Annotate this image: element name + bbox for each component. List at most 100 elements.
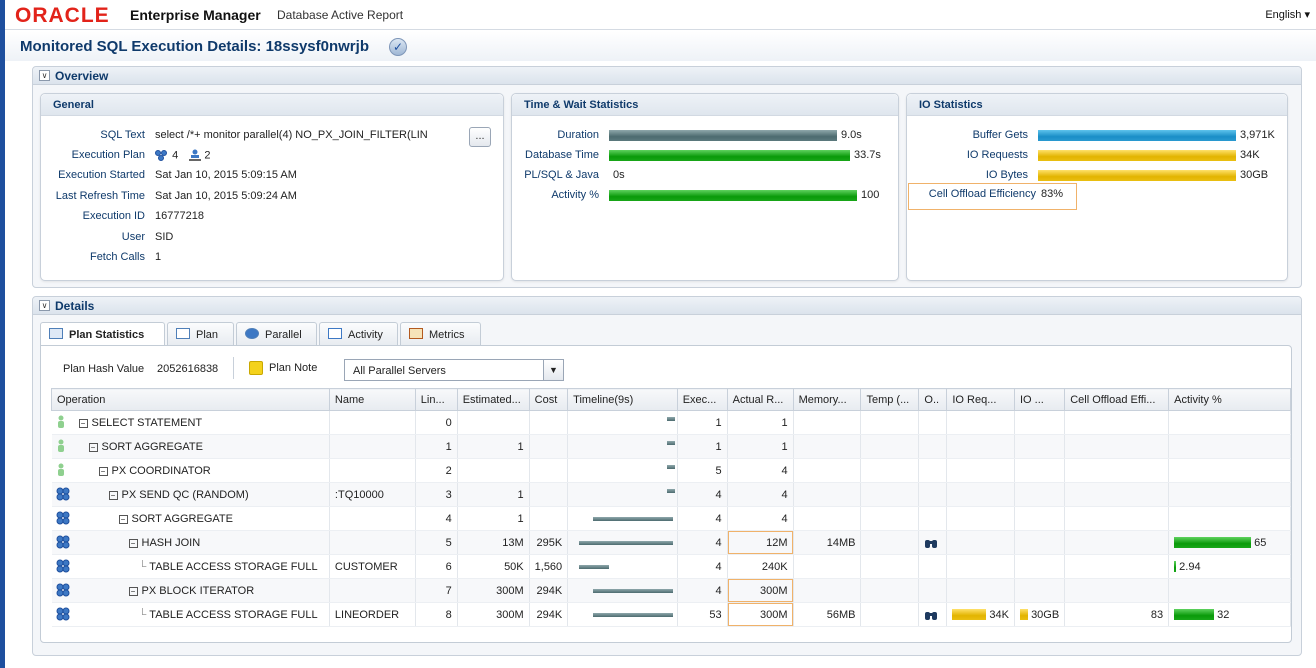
operation-cell: − PX BLOCK ITERATOR bbox=[51, 578, 330, 603]
io-value-2: 30GB bbox=[1240, 169, 1269, 181]
binoculars-icon[interactable] bbox=[924, 537, 938, 549]
operation-node[interactable]: − PX SEND QC (RANDOM) bbox=[57, 489, 249, 501]
collapse-node-icon[interactable]: − bbox=[78, 418, 88, 428]
tab-parallel[interactable]: Parallel bbox=[236, 322, 317, 346]
io-value-1: 34K bbox=[1240, 149, 1260, 161]
cell-offload-cell bbox=[1064, 434, 1170, 459]
operation-cell: − HASH JOIN bbox=[51, 530, 330, 555]
execution-id-label: Execution ID bbox=[82, 210, 145, 222]
parallel-icon bbox=[56, 607, 70, 624]
collapse-node-icon[interactable]: − bbox=[118, 514, 128, 524]
plan-note-button[interactable]: Plan Note bbox=[269, 362, 318, 374]
io-bytes-cell bbox=[1014, 578, 1066, 603]
binoculars-icon[interactable] bbox=[924, 609, 938, 621]
table-row[interactable]: − PX COORDINATOR 2 5 4 bbox=[51, 458, 1291, 483]
column-header-5[interactable]: Timeline(9s) bbox=[567, 388, 678, 411]
column-header-13[interactable]: Cell Offload Effi... bbox=[1064, 388, 1170, 411]
table-row[interactable]: − SORT AGGREGATE 1 1 1 1 bbox=[51, 434, 1291, 459]
timeline-bar bbox=[593, 613, 674, 617]
temp-cell bbox=[860, 482, 920, 507]
top-bar: ORACLE Enterprise Manager Database Activ… bbox=[5, 0, 1316, 30]
user-value: SID bbox=[155, 231, 174, 243]
collapse-node-icon[interactable]: − bbox=[108, 490, 118, 500]
collapse-icon[interactable]: ∨ bbox=[39, 300, 50, 311]
collapse-node-icon[interactable]: − bbox=[88, 442, 98, 452]
language-selector[interactable]: English ▾ bbox=[1265, 9, 1310, 21]
cell-offload-label: Cell Offload Efficiency bbox=[928, 188, 1036, 200]
column-header-9[interactable]: Temp (... bbox=[860, 388, 920, 411]
time_wait-bar-1 bbox=[609, 150, 850, 161]
est-cell bbox=[457, 458, 530, 483]
column-header-14[interactable]: Activity % bbox=[1168, 388, 1291, 411]
table-row[interactable]: − PX SEND QC (RANDOM):TQ10000 3 1 4 4 bbox=[51, 482, 1291, 507]
column-header-2[interactable]: Lin... bbox=[414, 388, 458, 411]
tab-metrics[interactable]: Metrics bbox=[400, 322, 481, 346]
general-panel: General bbox=[40, 93, 504, 281]
io-value-0: 3,971K bbox=[1240, 129, 1275, 141]
column-header-7[interactable]: Actual R... bbox=[726, 388, 794, 411]
collapse-node-icon[interactable]: − bbox=[98, 466, 108, 476]
column-header-12[interactable]: IO ... bbox=[1013, 388, 1066, 411]
mem-cell bbox=[793, 434, 862, 459]
operation-node[interactable]: − SORT AGGREGATE bbox=[57, 513, 233, 525]
column-header-11[interactable]: IO Req... bbox=[946, 388, 1015, 411]
column-header-1[interactable]: Name bbox=[328, 388, 416, 411]
exec-cell: 4 bbox=[677, 578, 728, 603]
table-row[interactable]: − PX BLOCK ITERATOR 7 300M 294K 4 300M bbox=[51, 578, 1291, 603]
operation-node[interactable]: − HASH JOIN bbox=[57, 537, 200, 549]
operation-node[interactable]: └ TABLE ACCESS STORAGE FULL bbox=[138, 608, 318, 621]
serial-process-icon bbox=[56, 439, 66, 456]
tab-plan-statistics[interactable]: Plan Statistics bbox=[40, 322, 165, 347]
activity-cell bbox=[1168, 458, 1291, 483]
sql-text-more-button[interactable]: ... bbox=[469, 127, 491, 147]
table-row[interactable]: − SELECT STATEMENT 0 1 1 bbox=[51, 410, 1291, 435]
table-icon bbox=[49, 328, 63, 339]
io-requests-cell bbox=[946, 506, 1015, 531]
timeline-cell bbox=[567, 554, 678, 579]
cell-offload-cell bbox=[1064, 530, 1170, 555]
parallel-icon bbox=[245, 328, 259, 339]
column-header-0[interactable]: Operation bbox=[51, 388, 330, 411]
collapse-node-icon[interactable]: − bbox=[128, 586, 138, 596]
table-row[interactable]: − SORT AGGREGATE 4 1 4 4 bbox=[51, 506, 1291, 531]
timeline-bar bbox=[667, 465, 676, 469]
table-row[interactable]: └ TABLE ACCESS STORAGE FULL LINEORDER 8 300M… bbox=[51, 602, 1291, 627]
check-icon: ✓ bbox=[389, 38, 407, 56]
column-header-6[interactable]: Exec... bbox=[676, 388, 728, 411]
tab-plan[interactable]: Plan bbox=[167, 322, 234, 346]
operation-node[interactable]: − PX BLOCK ITERATOR bbox=[57, 585, 254, 597]
est-cell: 300M bbox=[457, 602, 530, 627]
est-cell: 1 bbox=[457, 506, 530, 531]
servers-select[interactable]: All Parallel Servers ▼ bbox=[344, 359, 564, 381]
timeline-bar bbox=[667, 441, 676, 445]
column-header-4[interactable]: Cost bbox=[528, 388, 569, 411]
operation-node[interactable]: − PX COORDINATOR bbox=[57, 465, 211, 477]
operation-node[interactable]: − SELECT STATEMENT bbox=[57, 417, 202, 429]
details-title: Details bbox=[55, 299, 95, 313]
column-header-3[interactable]: Estimated... bbox=[456, 388, 530, 411]
column-header-10[interactable]: O.. bbox=[918, 388, 948, 411]
cell-offload-cell bbox=[1064, 458, 1170, 483]
table-row[interactable]: − HASH JOIN 5 13M 295K 4 12M 14MB 65 bbox=[51, 530, 1291, 555]
temp-cell bbox=[860, 602, 920, 627]
offload-cell bbox=[918, 410, 948, 435]
est-cell: 13M bbox=[457, 530, 530, 555]
tab-activity[interactable]: Activity bbox=[319, 322, 398, 346]
last-refresh-label: Last Refresh Time bbox=[55, 190, 145, 202]
timeline-bar bbox=[667, 489, 676, 493]
io-label-2: IO Bytes bbox=[985, 169, 1028, 181]
collapse-icon[interactable]: ∨ bbox=[39, 70, 50, 81]
io-bytes-cell bbox=[1014, 410, 1066, 435]
table-row[interactable]: └ TABLE ACCESS STORAGE FULL CUSTOMER 6 50K 1,… bbox=[51, 554, 1291, 579]
column-header-8[interactable]: Memory... bbox=[792, 388, 862, 411]
details-header[interactable]: ∨ Details bbox=[33, 297, 1301, 315]
activity-bar bbox=[1174, 561, 1177, 573]
overview-header[interactable]: ∨ Overview bbox=[33, 67, 1301, 85]
cost-cell: 294K bbox=[529, 578, 569, 603]
exec-cell: 5 bbox=[677, 458, 728, 483]
collapse-node-icon[interactable]: − bbox=[128, 538, 138, 548]
operation-node[interactable]: − SORT AGGREGATE bbox=[57, 441, 203, 453]
operation-node[interactable]: └ TABLE ACCESS STORAGE FULL bbox=[138, 560, 318, 573]
offload-cell bbox=[918, 578, 948, 603]
note-icon[interactable] bbox=[249, 361, 263, 375]
